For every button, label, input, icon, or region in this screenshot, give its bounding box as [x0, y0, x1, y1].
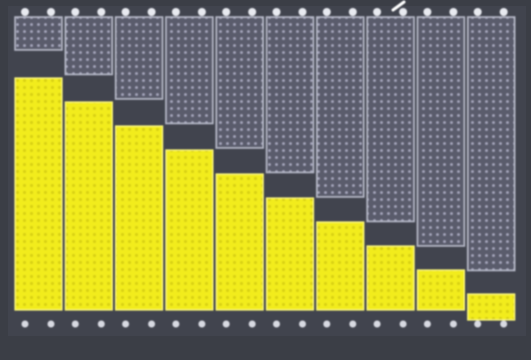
yellow-cell-block [267, 198, 314, 310]
pad-top [122, 8, 130, 16]
pad-bottom [323, 321, 330, 328]
yellow-cell-block [367, 246, 414, 310]
pad-bottom [474, 321, 481, 328]
gray-cell-block [317, 17, 364, 197]
pad-top [21, 8, 29, 16]
pad-top [423, 8, 431, 16]
pad-top [148, 8, 156, 16]
pad-bottom [249, 321, 256, 328]
pad-top [449, 8, 457, 16]
yellow-cell-block [417, 270, 464, 310]
pad-top [299, 8, 307, 16]
pad-top [97, 8, 105, 16]
pad-top [323, 8, 331, 16]
pad-top [500, 8, 508, 16]
gray-cell-block [116, 17, 163, 99]
gray-cell-block [267, 17, 314, 173]
pad-bottom [98, 321, 105, 328]
gray-cell-block [65, 17, 112, 75]
pad-bottom [22, 321, 29, 328]
pad-top [47, 8, 55, 16]
gray-cell-block [166, 17, 213, 124]
pad-bottom [349, 321, 356, 328]
pad-top [172, 8, 180, 16]
gray-cell-block [216, 17, 263, 148]
gray-cell-block [367, 17, 414, 222]
pad-bottom [500, 321, 507, 328]
yellow-cell-block [65, 102, 112, 310]
pad-top [248, 8, 256, 16]
pad-bottom [172, 321, 179, 328]
pad-top [373, 8, 381, 16]
pad-top [399, 8, 407, 16]
yellow-cell-block [15, 78, 62, 310]
page: Chip photo {} html, body { margin: 0; pa… [0, 0, 531, 360]
pad-bottom [273, 321, 280, 328]
pad-top [198, 8, 206, 16]
yellow-cell-block [317, 222, 364, 310]
yellow-cell-block [116, 126, 163, 310]
gray-cell-block [417, 17, 464, 246]
pad-top [273, 8, 281, 16]
pad-bottom [424, 321, 431, 328]
yellow-cell-block [468, 294, 515, 320]
pad-bottom [198, 321, 205, 328]
chip-photo [0, 0, 531, 360]
pad-top [71, 8, 79, 16]
pad-top [222, 8, 230, 16]
pad-top [349, 8, 357, 16]
pad-bottom [122, 321, 129, 328]
pad-top [474, 8, 482, 16]
pad-bottom [400, 321, 407, 328]
pad-bottom [299, 321, 306, 328]
body: (() => { const svg = document.getElement… [0, 0, 531, 360]
gray-cell-block [468, 17, 515, 271]
pad-bottom [374, 321, 381, 328]
pad-bottom [72, 321, 79, 328]
pad-bottom [148, 321, 155, 328]
yellow-cell-block [166, 150, 213, 310]
pad-bottom [48, 321, 55, 328]
yellow-cell-block [216, 174, 263, 310]
pad-bottom [450, 321, 457, 328]
pad-bottom [223, 321, 230, 328]
gray-cell-block [15, 17, 62, 50]
